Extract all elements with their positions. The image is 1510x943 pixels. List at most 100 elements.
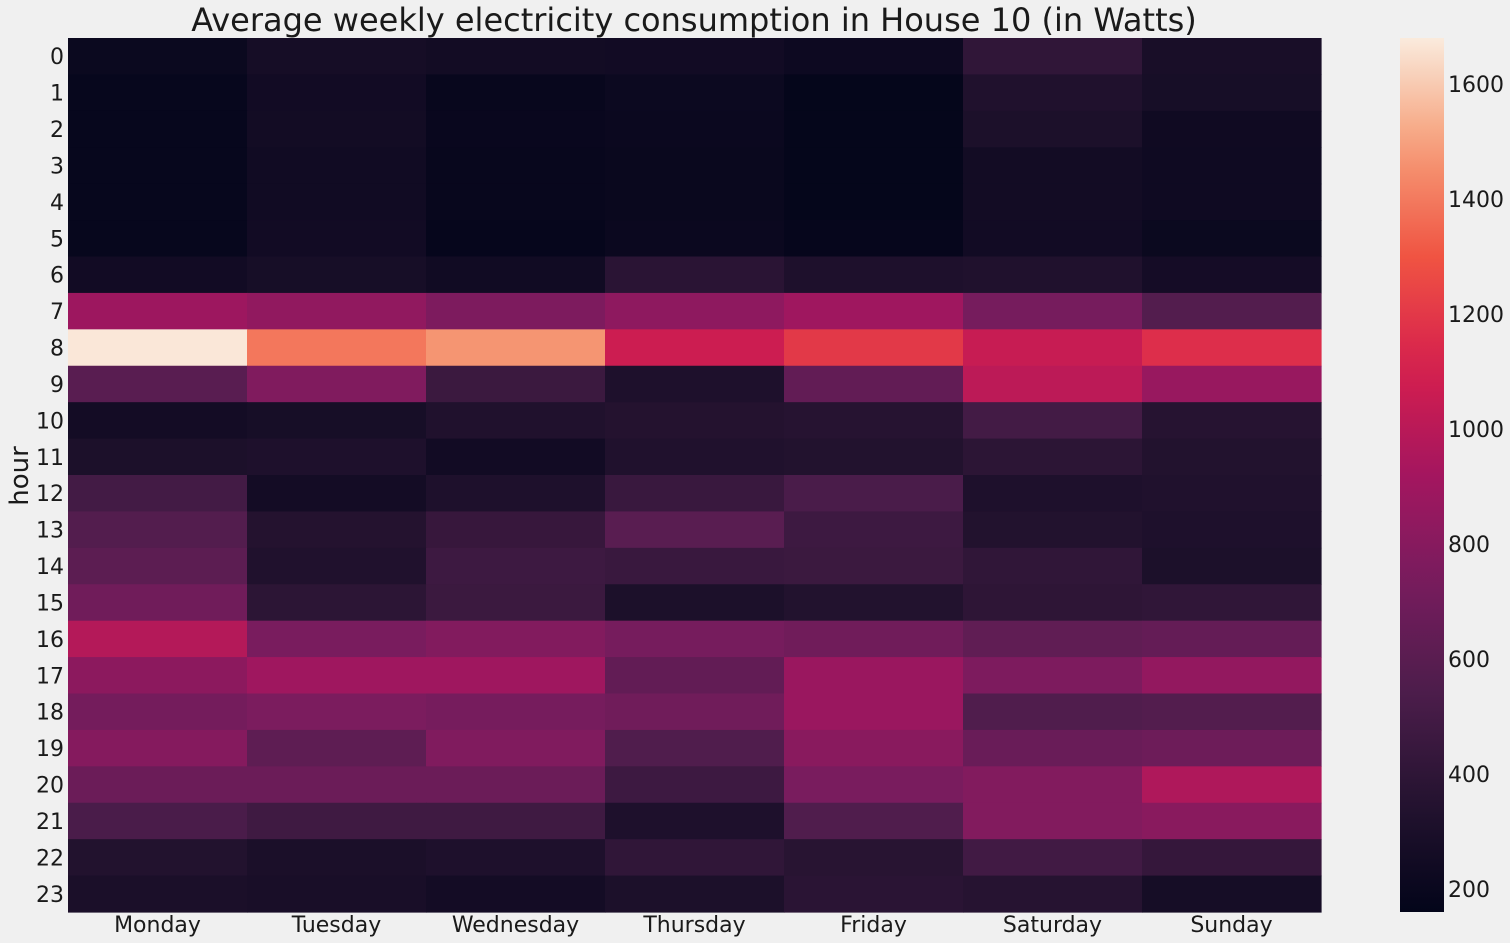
heatmap-cell xyxy=(247,802,427,840)
heatmap-cell xyxy=(784,875,964,913)
heatmap-cell xyxy=(426,839,606,877)
heatmap-cell xyxy=(784,620,964,658)
heatmap-cell xyxy=(247,620,427,658)
heatmap-cell xyxy=(426,292,606,330)
heatmap-cell xyxy=(68,693,248,731)
heatmap-cell xyxy=(963,620,1143,658)
heatmap-cell xyxy=(1142,511,1322,549)
heatmap-cell xyxy=(784,729,964,767)
heatmap-cell xyxy=(963,74,1143,112)
heatmap-cell xyxy=(963,438,1143,476)
heatmap-cell xyxy=(784,839,964,877)
heatmap-cell xyxy=(68,329,248,367)
heatmap-cell xyxy=(247,256,427,294)
heatmap-cell xyxy=(605,220,785,258)
heatmap-cell xyxy=(426,74,606,112)
heatmap-cell xyxy=(963,657,1143,695)
y-tick-label: 13 xyxy=(36,519,64,544)
heatmap-cell xyxy=(247,329,427,367)
heatmap-cell xyxy=(605,256,785,294)
heatmap-cell xyxy=(1142,74,1322,112)
heatmap-cell xyxy=(963,839,1143,877)
heatmap-cell xyxy=(784,329,964,367)
heatmap-cell xyxy=(1142,402,1322,440)
heatmap-cell xyxy=(605,875,785,913)
chart-title: Average weekly electricity consumption i… xyxy=(191,1,1197,39)
heatmap-cell xyxy=(247,402,427,440)
heatmap-cell xyxy=(784,74,964,112)
heatmap-cells xyxy=(68,38,1322,913)
heatmap-cell xyxy=(247,839,427,877)
heatmap-cell xyxy=(605,511,785,549)
heatmap-cell xyxy=(1142,839,1322,877)
heatmap-cell xyxy=(963,220,1143,258)
heatmap-cell xyxy=(605,766,785,804)
heatmap-cell xyxy=(784,38,964,76)
x-tick-label: Tuesday xyxy=(291,913,382,938)
heatmap-cell xyxy=(963,766,1143,804)
heatmap-cell xyxy=(784,693,964,731)
heatmap-cell xyxy=(426,475,606,513)
heatmap-cell xyxy=(247,657,427,695)
heatmap-cell xyxy=(784,220,964,258)
heatmap-cell xyxy=(1142,475,1322,513)
y-tick-label: 12 xyxy=(36,482,64,507)
heatmap-cell xyxy=(963,729,1143,767)
heatmap-cell xyxy=(68,875,248,913)
heatmap-cell xyxy=(247,365,427,403)
heatmap-cell xyxy=(1142,802,1322,840)
heatmap-cell xyxy=(605,110,785,148)
heatmap-cell xyxy=(605,38,785,76)
colorbar xyxy=(1400,38,1444,912)
heatmap-cell xyxy=(963,693,1143,731)
heatmap-cell xyxy=(784,365,964,403)
heatmap-cell xyxy=(784,438,964,476)
heatmap-cell xyxy=(605,329,785,367)
y-tick-label: 10 xyxy=(36,409,64,434)
y-tick-label: 5 xyxy=(50,227,64,252)
x-tick-label: Wednesday xyxy=(452,913,579,938)
heatmap-cell xyxy=(784,475,964,513)
heatmap-cell xyxy=(247,693,427,731)
x-tick-label: Friday xyxy=(840,913,907,938)
colorbar-tick-label: 800 xyxy=(1448,533,1490,558)
heatmap-cell xyxy=(605,365,785,403)
heatmap-cell xyxy=(1142,547,1322,585)
heatmap-cell xyxy=(426,110,606,148)
colorbar-tick-label: 600 xyxy=(1448,648,1490,673)
heatmap-cell xyxy=(426,875,606,913)
heatmap-cell xyxy=(1142,292,1322,330)
heatmap-cell xyxy=(68,220,248,258)
heatmap-cell xyxy=(963,475,1143,513)
heatmap-cell xyxy=(605,584,785,622)
heatmap-cell xyxy=(784,256,964,294)
y-tick-label: 11 xyxy=(36,446,64,471)
heatmap-cell xyxy=(784,402,964,440)
heatmap-cell xyxy=(68,183,248,221)
x-tick-label: Monday xyxy=(114,913,201,938)
heatmap-cell xyxy=(247,584,427,622)
y-tick-label: 2 xyxy=(50,118,64,143)
heatmap-cell xyxy=(68,584,248,622)
heatmap-cell xyxy=(1142,147,1322,185)
y-tick-label: 7 xyxy=(50,300,64,325)
y-tick-label: 0 xyxy=(50,45,64,70)
y-tick-label: 18 xyxy=(36,701,64,726)
heatmap-cell xyxy=(247,875,427,913)
colorbar-tick-label: 200 xyxy=(1448,878,1490,903)
heatmap-cell xyxy=(68,511,248,549)
heatmap-cell xyxy=(963,584,1143,622)
heatmap-cell xyxy=(605,547,785,585)
y-tick-label: 6 xyxy=(50,264,64,289)
heatmap-cell xyxy=(426,584,606,622)
heatmap-cell xyxy=(605,74,785,112)
heatmap-cell xyxy=(68,729,248,767)
colorbar-tick-label: 1200 xyxy=(1448,303,1504,328)
heatmap-cell xyxy=(426,766,606,804)
x-tick-label: Sunday xyxy=(1190,913,1272,938)
y-tick-label: 22 xyxy=(36,846,64,871)
heatmap-cell xyxy=(784,511,964,549)
heatmap-cell xyxy=(784,183,964,221)
heatmap-cell xyxy=(426,657,606,695)
